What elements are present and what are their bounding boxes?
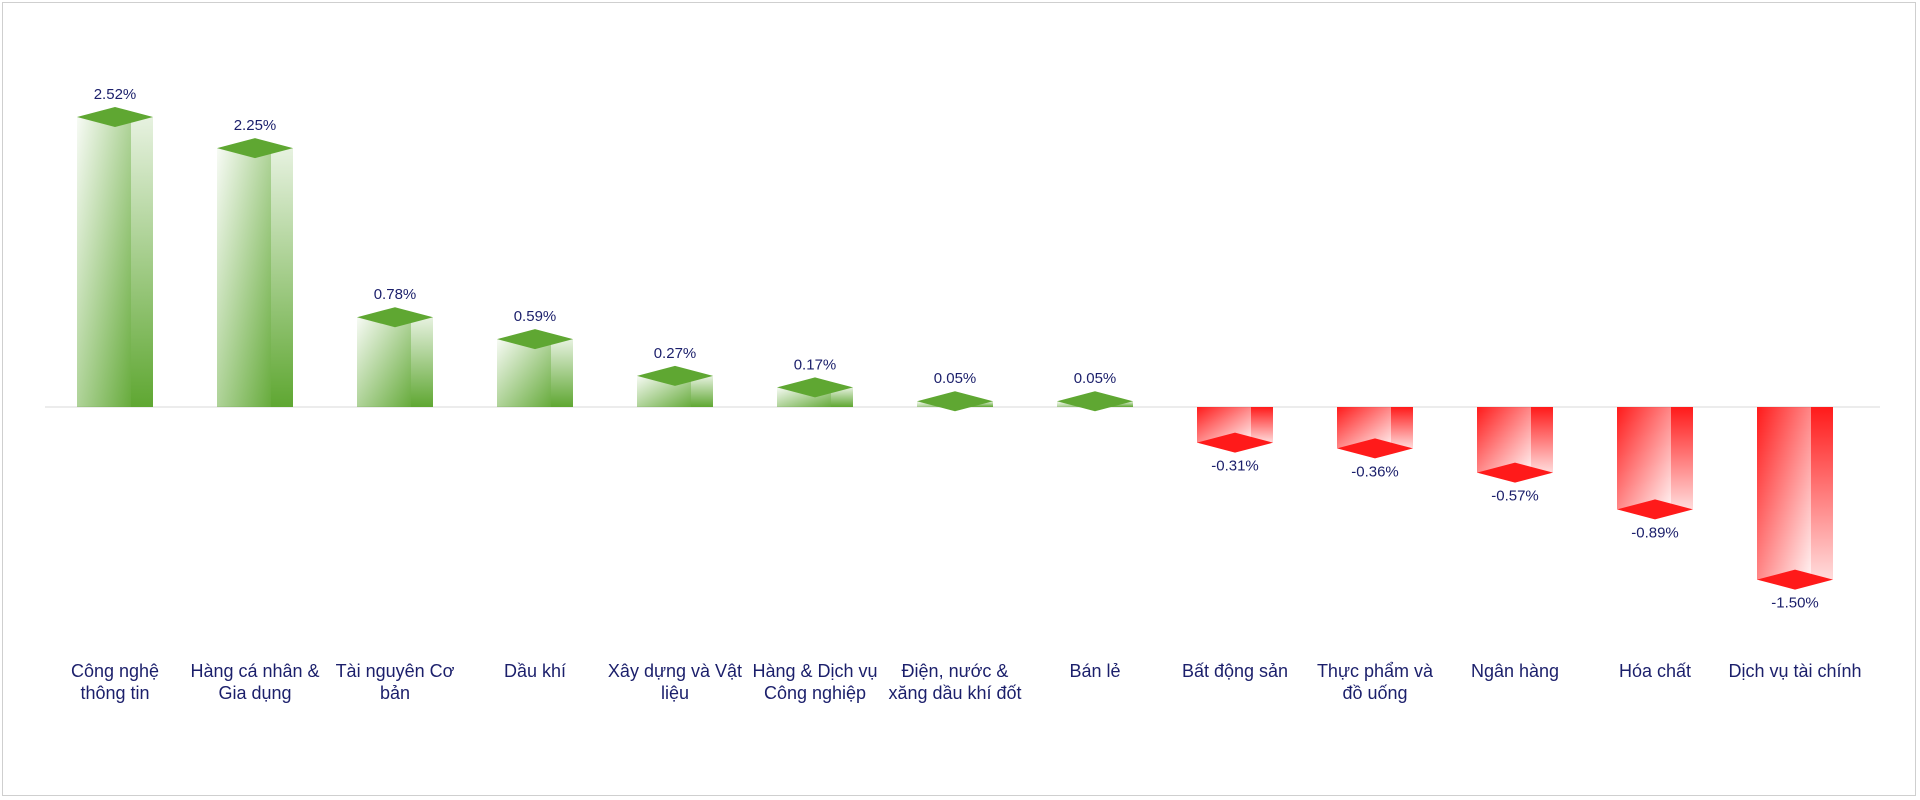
bar-cap	[217, 138, 293, 159]
value-label: 0.05%	[1074, 370, 1117, 387]
bar-side	[1251, 407, 1273, 443]
category-label: Dầu khí	[503, 661, 567, 681]
category-label: Bất động sản	[1181, 661, 1289, 681]
bar-side	[691, 375, 713, 407]
category-label: Điện, nước & xăng dầu khí đốt	[888, 661, 1022, 703]
bar-cap	[1477, 462, 1553, 483]
bar-side	[1391, 407, 1413, 449]
bar-front	[217, 148, 271, 408]
category-label: Bán lẻ	[1069, 661, 1121, 681]
value-label: -0.57%	[1491, 488, 1539, 505]
value-label: 0.78%	[374, 286, 417, 303]
bar-cap	[357, 307, 433, 328]
bar-cap	[637, 365, 713, 386]
value-label: -0.31%	[1211, 458, 1259, 475]
bar-cap	[497, 329, 573, 350]
bar-cap	[77, 107, 153, 127]
bar-cap	[1757, 569, 1833, 590]
value-label: -0.36%	[1351, 463, 1399, 480]
value-label: 0.05%	[934, 370, 977, 387]
bar-side	[831, 387, 853, 407]
bar-cap	[917, 391, 993, 412]
bar-cap	[1617, 499, 1693, 520]
bar-front	[1757, 407, 1811, 580]
category-label: Xây dựng và Vật liệu	[607, 661, 743, 703]
bar-cap	[777, 377, 853, 398]
bar-front	[1477, 407, 1531, 473]
category-label: Công nghệ thông tin	[70, 661, 160, 703]
category-label: Tài nguyên Cơ bản	[335, 661, 455, 703]
bar-side	[1671, 407, 1693, 510]
bar-front	[497, 339, 551, 407]
bar-side	[271, 148, 293, 408]
value-label: -1.50%	[1771, 595, 1819, 612]
bar-front	[1617, 407, 1671, 510]
bar-side	[1531, 407, 1553, 473]
category-label: Hàng cá nhân & Gia dụng	[190, 661, 320, 703]
value-label: 2.25%	[234, 117, 277, 134]
bar-cap	[1057, 391, 1133, 412]
bar-side	[411, 317, 433, 407]
category-label: Hàng & Dịch vụ Công nghiệp	[752, 661, 878, 703]
category-label: Hóa chất	[1618, 661, 1692, 681]
category-label: Dịch vụ tài chính	[1728, 661, 1862, 681]
value-label: 0.59%	[514, 308, 557, 325]
bar-side	[131, 117, 153, 407]
bar-cap	[1337, 438, 1413, 459]
value-label: 0.27%	[654, 345, 697, 362]
value-label: 2.52%	[94, 86, 137, 103]
category-label: Ngân hàng	[1470, 661, 1560, 681]
bar-side	[551, 339, 573, 407]
category-label: Thực phẩm và đồ uống	[1316, 661, 1434, 703]
bar-cap	[1197, 432, 1273, 453]
bar-side	[1811, 407, 1833, 580]
bar-front	[77, 117, 131, 407]
value-label: 0.17%	[794, 356, 837, 373]
bar-front	[357, 317, 411, 407]
value-label: -0.89%	[1631, 524, 1679, 541]
